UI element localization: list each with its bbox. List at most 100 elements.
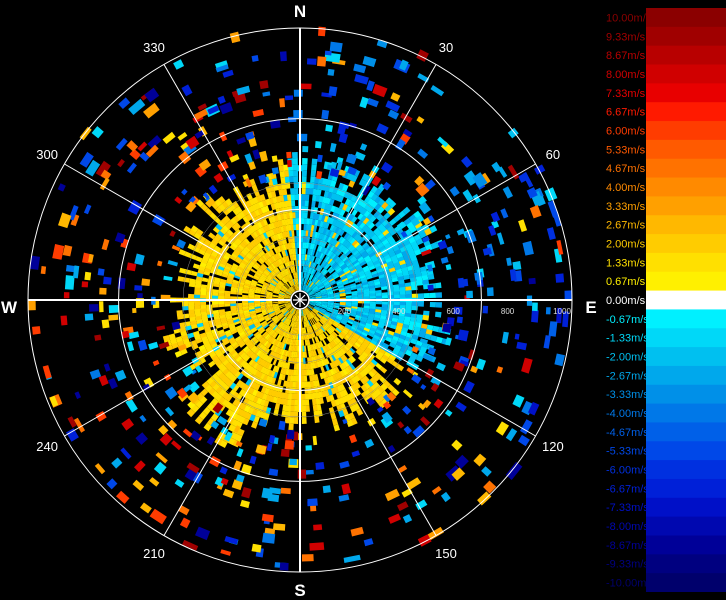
echo-cell xyxy=(301,188,307,195)
echo-cell xyxy=(228,272,235,278)
echo-cell xyxy=(276,259,281,266)
echo-cell xyxy=(416,280,424,286)
echo-cell xyxy=(289,254,293,261)
echo-cell xyxy=(315,398,321,405)
echo-scatter xyxy=(158,424,169,436)
colorbar-swatch xyxy=(646,45,726,66)
echo-cell xyxy=(260,206,267,214)
echo-cell xyxy=(288,423,294,430)
compass-west: W xyxy=(1,298,18,317)
echo-cell xyxy=(242,288,249,292)
echo-cell xyxy=(237,329,245,334)
echo-scatter xyxy=(486,287,494,297)
echo-cell xyxy=(218,292,225,297)
echo-scatter xyxy=(343,554,361,563)
echo-cell xyxy=(284,311,290,317)
echo-cell xyxy=(309,295,316,298)
echo-cell xyxy=(251,203,258,211)
echo-cell xyxy=(280,307,286,311)
echo-scatter xyxy=(383,394,391,403)
echo-scatter xyxy=(430,85,445,97)
echo-cell xyxy=(229,270,236,275)
echo-cell xyxy=(272,301,279,304)
colorbar-label: -3.33m/s xyxy=(606,389,649,401)
echo-cell xyxy=(224,303,231,307)
echo-cell xyxy=(314,316,320,322)
echo-cell xyxy=(322,280,329,285)
echo-cell xyxy=(288,306,293,312)
echo-cell xyxy=(351,296,358,300)
echo-cell xyxy=(316,281,322,287)
echo-cell xyxy=(316,245,321,252)
echo-cell xyxy=(297,309,299,316)
range-label: 400 xyxy=(392,307,406,316)
echo-cell xyxy=(351,294,358,298)
echo-cell xyxy=(206,377,214,385)
echo-cell xyxy=(295,375,299,382)
echo-cell xyxy=(261,239,268,247)
echo-cell xyxy=(303,272,306,279)
echo-cell xyxy=(199,396,208,404)
echo-cell xyxy=(241,322,248,328)
colorbar-swatch xyxy=(646,290,726,310)
echo-scatter xyxy=(127,341,135,352)
echo-cell xyxy=(339,289,346,293)
echo-cell xyxy=(336,351,343,358)
colorbar-swatch xyxy=(646,196,726,216)
echo-cell xyxy=(280,257,285,264)
echo-cell xyxy=(293,363,297,370)
echo-cell xyxy=(314,231,319,239)
echo-cell xyxy=(218,353,225,361)
echo-cell xyxy=(177,276,185,282)
echo-cell xyxy=(370,339,377,346)
echo-cell xyxy=(281,287,287,292)
echo-cell xyxy=(256,342,262,349)
echo-cell xyxy=(217,265,225,271)
echo-cell xyxy=(243,284,250,289)
echo-cell xyxy=(272,303,279,306)
echo-cell xyxy=(283,256,287,263)
echo-scatter xyxy=(427,284,434,291)
echo-cell xyxy=(308,351,312,358)
echo-cell xyxy=(227,373,235,381)
echo-cell xyxy=(308,291,314,296)
echo-cell xyxy=(267,307,274,310)
echo-scatter xyxy=(278,420,286,431)
echo-cell xyxy=(308,344,312,352)
echo-cell xyxy=(348,329,355,335)
echo-cell xyxy=(273,307,280,311)
echo-scatter xyxy=(126,162,137,174)
echo-cell xyxy=(302,164,308,171)
echo-cell xyxy=(318,177,324,185)
echo-cell xyxy=(205,248,213,255)
echo-cell xyxy=(239,318,246,323)
echo-cell xyxy=(264,269,270,275)
echo-scatter xyxy=(526,187,538,199)
echo-cell xyxy=(341,317,348,323)
echo-scatter xyxy=(176,387,188,399)
echo-cell xyxy=(242,336,249,343)
echo-cell xyxy=(360,208,368,216)
echo-cell xyxy=(344,226,351,233)
echo-cell xyxy=(338,349,345,356)
echo-cell xyxy=(313,317,318,323)
echo-cell xyxy=(276,284,282,289)
echo-cell xyxy=(337,283,344,287)
azimuth-label: 60 xyxy=(546,147,560,162)
echo-cell xyxy=(218,372,226,380)
echo-cell xyxy=(346,227,354,235)
echo-cell xyxy=(301,309,304,316)
echo-cell xyxy=(198,344,206,351)
echo-cell xyxy=(231,368,239,376)
echo-cell xyxy=(324,312,331,317)
echo-cell xyxy=(284,300,291,302)
echo-cell xyxy=(366,260,374,266)
echo-cell xyxy=(327,303,334,306)
echo-cell xyxy=(251,210,258,218)
echo-cell xyxy=(229,244,237,251)
echo-cell xyxy=(212,383,220,391)
echo-scatter xyxy=(233,460,242,471)
echo-cell xyxy=(229,255,237,261)
echo-cell xyxy=(320,260,326,267)
echo-cell xyxy=(278,321,284,328)
